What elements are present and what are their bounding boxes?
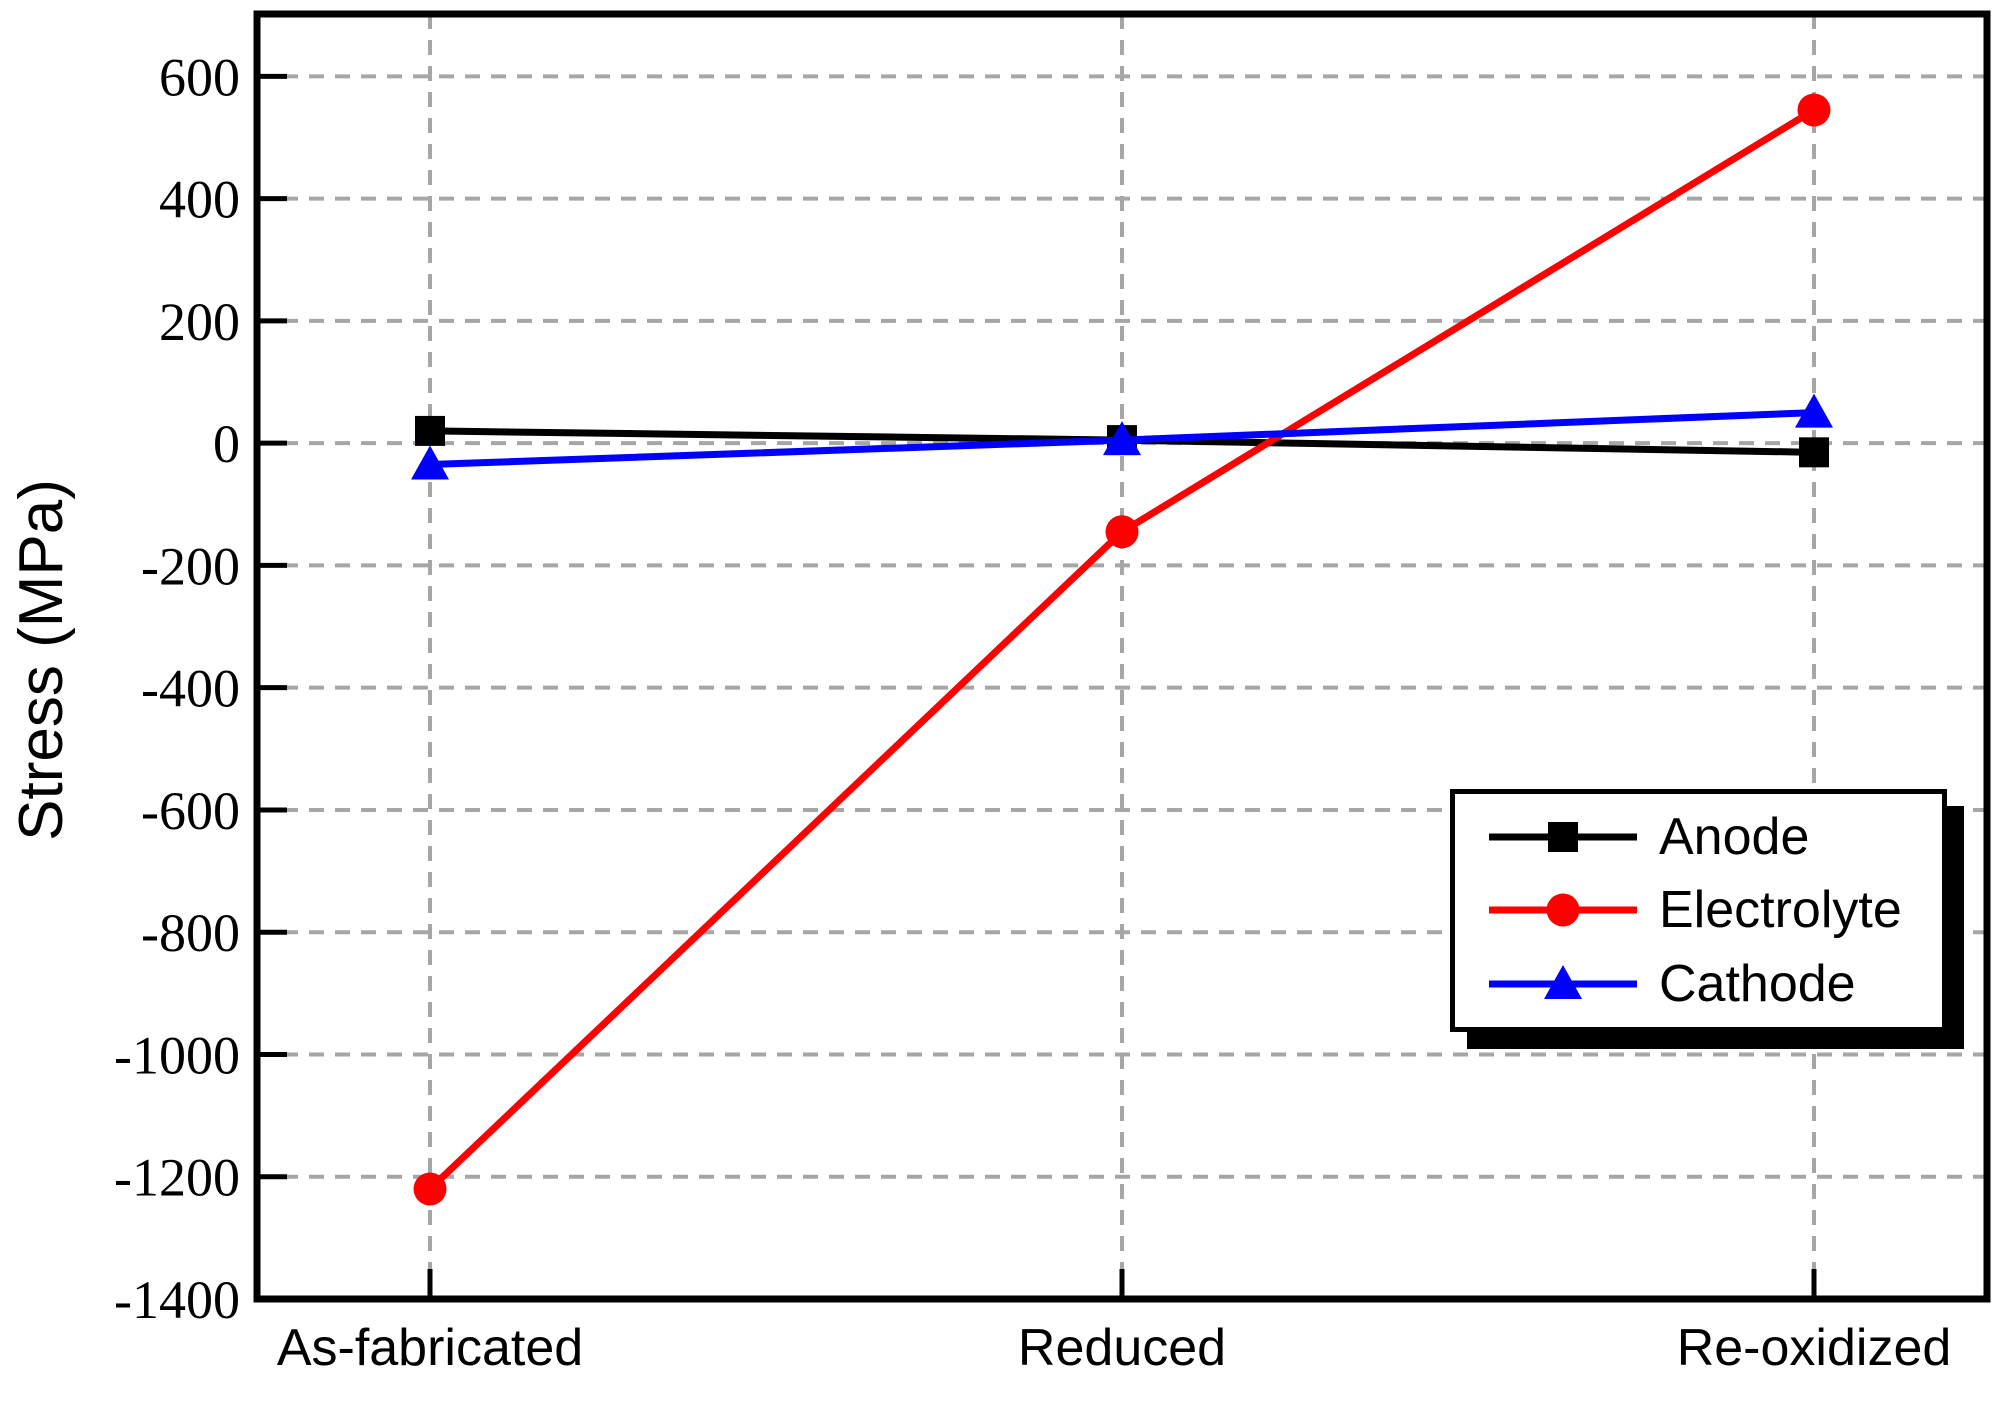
legend-item-electrolyte: Electrolyte [1455, 877, 1942, 943]
data-point-electrolyte-0 [413, 1172, 447, 1206]
y-tick-label: 200 [159, 292, 240, 352]
legend-sample-marker [1546, 893, 1580, 927]
legend-sample-marker [1548, 821, 1578, 852]
plot-frame [253, 10, 1991, 1303]
y-tick-label: -400 [141, 659, 240, 719]
x-tick-label-as-fabricated: As-fabricated [276, 1319, 584, 1377]
legend-label: Cathode [1659, 955, 1856, 1014]
legend-sample-marker [1544, 965, 1582, 1000]
data-point-cathode-0 [411, 445, 449, 480]
y-axis-title: Stress (MPa) [7, 479, 76, 841]
y-tick-label: -1400 [114, 1270, 240, 1330]
data-point-anode-2 [1799, 437, 1829, 468]
y-tick-label: -600 [141, 781, 240, 841]
x-tick-label-re-oxidized: Re-oxidized [1676, 1319, 1952, 1377]
y-tick-label: -1000 [114, 1025, 240, 1085]
legend-label: Electrolyte [1659, 881, 1902, 940]
data-point-anode-0 [415, 415, 445, 446]
legend-square-marker-icon [1489, 821, 1637, 852]
data-point-cathode-2 [1795, 393, 1833, 428]
data-point-electrolyte-2 [1797, 93, 1831, 127]
legend-circle-marker-icon [1489, 893, 1637, 927]
data-point-cathode-1 [1103, 421, 1141, 456]
legend-triangle-marker-icon [1489, 965, 1637, 1000]
y-tick-label: -200 [141, 536, 240, 596]
x-tick-label-reduced: Reduced [1017, 1319, 1227, 1377]
y-tick-label: -800 [141, 903, 240, 963]
legend-item-anode: Anode [1455, 804, 1942, 870]
y-tick-label: 0 [213, 414, 240, 474]
legend-item-cathode: Cathode [1455, 951, 1942, 1017]
y-tick-label: -1200 [114, 1148, 240, 1208]
legend-label: Anode [1659, 807, 1810, 866]
legend-box: Anode Electrolyte Cathode [1450, 789, 1947, 1032]
y-tick-label: 400 [159, 170, 240, 230]
data-point-electrolyte-1 [1105, 515, 1139, 549]
y-tick-label: 600 [159, 47, 240, 107]
